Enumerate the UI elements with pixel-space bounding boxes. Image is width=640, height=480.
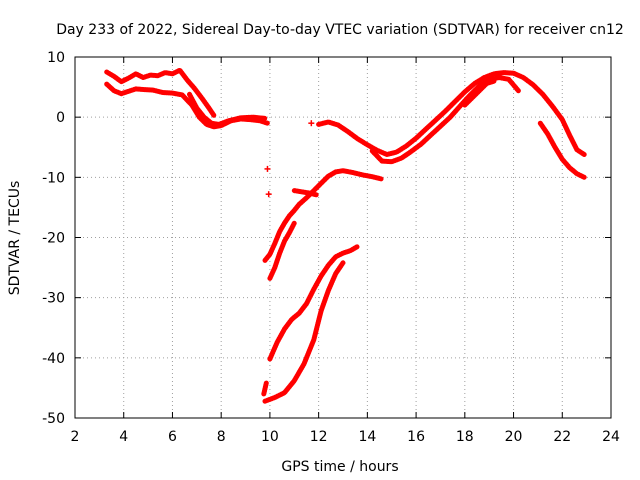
data-point-marker [265,191,272,198]
series-arc-g [537,120,587,180]
x-tick-label: 22 [553,429,571,445]
data-markers [264,120,315,198]
series-arc-i [267,220,297,281]
y-axis-label: SDTVAR / TECUs [7,181,23,296]
chart-title: Day 233 of 2022, Sidereal Day-to-day VTE… [56,22,624,38]
x-tick-label: 24 [602,429,620,445]
series-arc-j [267,244,361,362]
x-tick-label: 14 [358,429,376,445]
plot-frame [74,56,612,419]
series-arc-k [262,260,346,404]
series-arc-d [316,70,587,157]
x-tick-label: 12 [310,429,328,445]
data-point-marker [264,165,271,172]
x-tick-label: 10 [261,429,279,445]
series-arc-l [261,380,269,397]
x-tick-labels: 2 4 6 8 10 12 14 16 18 20 22 24 [71,429,620,445]
series-arc-c [187,91,268,127]
x-tick-label: 6 [168,429,177,445]
y-tick-label: -40 [42,351,65,367]
x-tick-label: 8 [217,429,226,445]
x-tick-label: 16 [407,429,425,445]
x-tick-label: 18 [456,429,474,445]
grid-lines [75,57,611,418]
y-tick-labels: -50 -40 -30 -20 -10 0 10 [42,50,65,427]
y-tick-label: -50 [42,411,65,427]
y-tick-label: 0 [56,110,65,126]
data-series [104,67,587,404]
series-arc-m [291,188,319,198]
x-tick-label: 2 [71,429,80,445]
y-tick-label: -20 [42,231,65,247]
series-arc-a [104,67,217,118]
y-tick-label: -30 [42,291,65,307]
x-tick-label: 4 [119,429,128,445]
y-tick-label: -10 [42,170,65,186]
x-tick-label: 20 [505,429,523,445]
series-arc-f [462,78,497,108]
y-tick-label: 10 [47,50,65,66]
data-point-marker [308,120,315,127]
x-axis-label: GPS time / hours [281,459,398,475]
